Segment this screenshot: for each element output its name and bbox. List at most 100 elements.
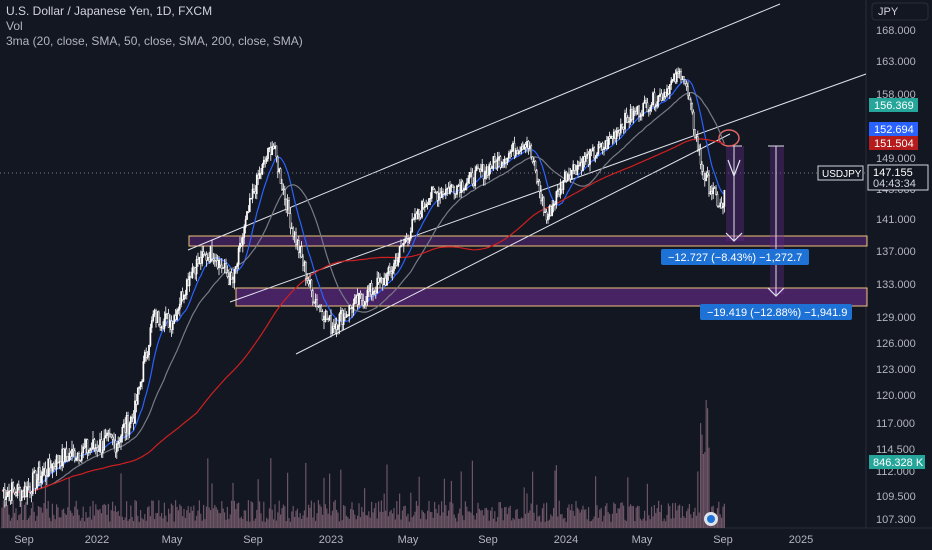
candle-body[interactable] [237,247,240,265]
candle-body[interactable] [62,448,65,463]
candle-body[interactable] [653,92,656,108]
candle-body[interactable] [290,227,293,230]
candle-body[interactable] [50,467,52,472]
candle-body[interactable] [474,170,477,187]
candle-body[interactable] [258,172,261,179]
candle-body[interactable] [367,289,370,292]
candle-body[interactable] [492,156,495,169]
candle-body[interactable] [447,187,450,194]
candle-body[interactable] [579,162,582,166]
candle-body[interactable] [635,110,638,115]
candle-body[interactable] [204,254,206,256]
candle-body[interactable] [694,129,696,138]
candle-body[interactable] [58,461,61,464]
candle-body[interactable] [437,192,440,201]
candle-body[interactable] [568,173,570,176]
candle-body[interactable] [572,164,575,171]
candle-body[interactable] [281,183,283,190]
candle-body[interactable] [271,146,274,156]
candle-body[interactable] [456,185,458,195]
candle-body[interactable] [108,433,111,436]
candle-body[interactable] [37,467,40,481]
candle-body[interactable] [285,198,288,211]
candle-body[interactable] [286,200,289,211]
candle-body[interactable] [632,110,635,120]
candle-body[interactable] [698,149,701,151]
candle-body[interactable] [164,313,167,320]
candle-body[interactable] [47,458,50,477]
candle-body[interactable] [139,381,142,388]
candle-body[interactable] [59,461,62,467]
candle-body[interactable] [554,203,556,205]
candle-body[interactable] [353,297,356,304]
candle-body[interactable] [713,187,716,189]
candle-body[interactable] [110,434,113,438]
candle-body[interactable] [681,76,684,80]
candle-body[interactable] [241,237,244,246]
candle-body[interactable] [188,276,191,286]
candle-body[interactable] [472,183,475,187]
candle-body[interactable] [292,227,295,237]
candle-body[interactable] [83,446,86,448]
measure-label-2-bg[interactable] [700,304,852,320]
candle-body[interactable] [342,313,345,325]
candle-body[interactable] [106,432,108,437]
candle-body[interactable] [61,448,64,467]
candle-body[interactable] [173,315,176,324]
candle-body[interactable] [659,93,661,96]
candle-body[interactable] [195,259,198,275]
candle-body[interactable] [334,323,337,329]
candle-body[interactable] [156,311,159,324]
candle-body[interactable] [386,273,388,286]
candle-body[interactable] [215,260,218,262]
candle-body[interactable] [295,232,297,246]
candle-body[interactable] [230,272,233,280]
candle-body[interactable] [205,254,208,261]
candle-body[interactable] [177,308,180,311]
candle-body[interactable] [608,136,611,139]
candle-body[interactable] [99,439,101,452]
candle-body[interactable] [16,484,19,496]
candle-body[interactable] [27,486,30,488]
candle-body[interactable] [38,467,41,483]
candle-body[interactable] [390,271,393,274]
candle-body[interactable] [51,463,54,472]
candle-body[interactable] [499,156,502,168]
candle-body[interactable] [580,162,583,171]
candle-body[interactable] [666,88,668,97]
candle-body[interactable] [533,160,535,163]
candle-body[interactable] [191,267,194,279]
candle-body[interactable] [15,492,17,496]
candle-body[interactable] [54,466,57,470]
candle-body[interactable] [486,166,489,176]
candle-body[interactable] [654,105,657,108]
candle-body[interactable] [507,153,510,159]
candle-body[interactable] [341,310,344,325]
candle-body[interactable] [408,238,411,243]
candle-body[interactable] [311,290,314,303]
candle-body[interactable] [705,172,708,181]
candle-body[interactable] [36,479,38,489]
candle-body[interactable] [397,257,400,266]
candle-body[interactable] [421,201,423,218]
candle-body[interactable] [419,213,422,218]
ma-200-line[interactable] [1,138,725,496]
candle-body[interactable] [41,471,44,477]
candle-body[interactable] [255,174,258,195]
candle-body[interactable] [670,80,673,85]
candle-body[interactable] [96,447,99,452]
candle-body[interactable] [649,106,652,111]
candle-body[interactable] [288,200,290,214]
candle-body[interactable] [485,166,488,174]
candle-body[interactable] [614,131,617,139]
candle-body[interactable] [335,323,338,330]
candle-body[interactable] [636,105,639,115]
candle-body[interactable] [155,310,157,324]
candle-body[interactable] [671,79,674,82]
candle-body[interactable] [404,238,407,244]
candle-body[interactable] [216,260,219,269]
candle-body[interactable] [493,156,496,162]
candle-body[interactable] [673,73,675,80]
candle-body[interactable] [306,278,309,281]
candle-body[interactable] [660,93,663,101]
